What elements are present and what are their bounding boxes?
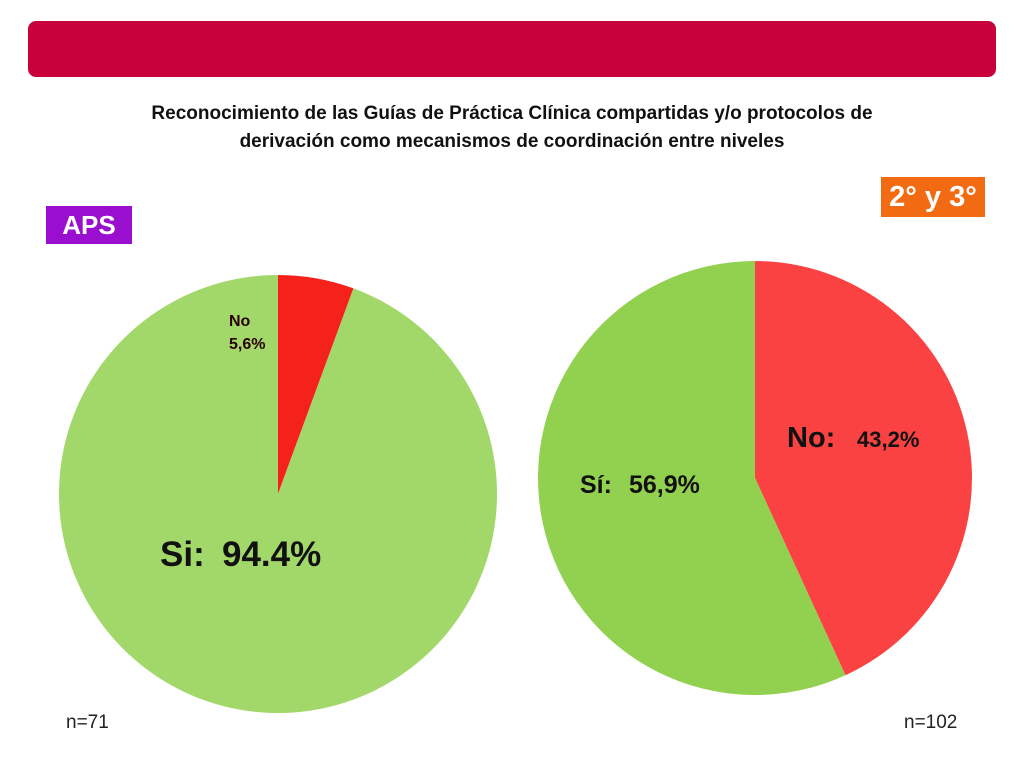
group-label-aps: APS [46,206,132,244]
aps-sample-size: n=71 [66,712,109,733]
secondary-no-label: No: [787,422,835,454]
chart-title: Reconocimiento de las Guías de Práctica … [40,100,984,156]
secondary-no-value: 43,2% [857,427,919,452]
aps-slice-no [278,275,354,494]
pie-chart-aps [58,275,497,713]
secondary-si-value: 56,9% [629,471,700,499]
secondary-slice-no [755,261,972,676]
secondary-sample-size: n=102 [904,712,958,733]
chart-title-line-2: derivación como mecanismos de coordinaci… [239,131,785,152]
secondary-si-label: Sí: [580,471,612,499]
group-label-secondary-tertiary: 2° y 3° [881,177,985,217]
chart-title-line-1: Reconocimiento de las Guías de Práctica … [151,103,873,124]
header-bar [28,21,996,77]
aps-no-label: No [229,313,251,330]
aps-si-label: Si: [160,535,205,574]
aps-slice-si [58,275,497,713]
aps-si-value: 94.4% [222,535,321,574]
pie-chart-secondary-tertiary [537,261,972,695]
aps-no-value: 5,6% [229,336,265,353]
secondary-slice-sí [537,261,846,695]
